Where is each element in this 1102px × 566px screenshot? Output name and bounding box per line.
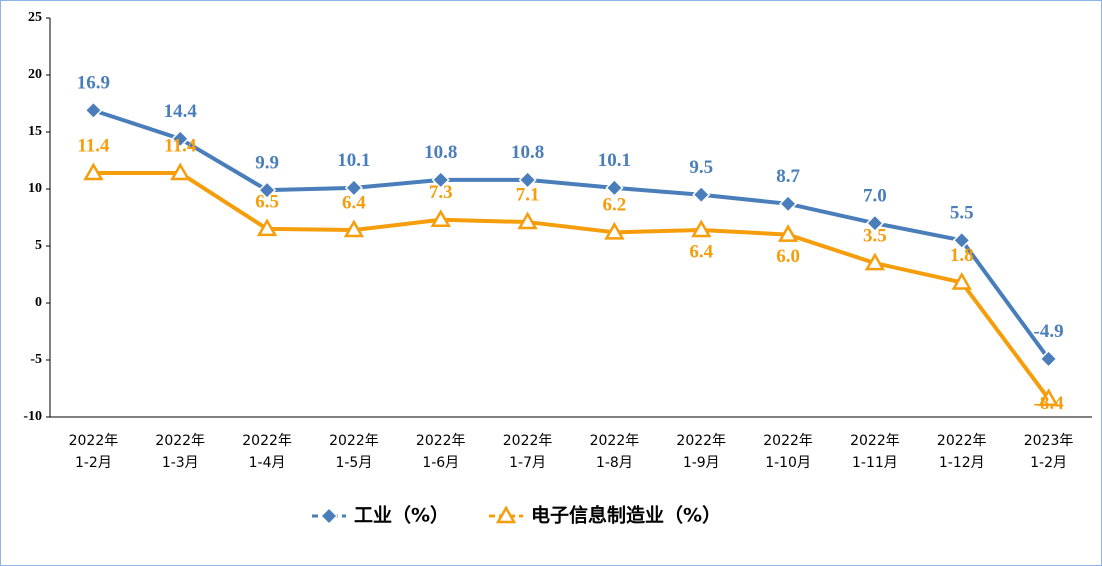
data-label: 1.8 [950, 245, 974, 266]
marker [951, 271, 972, 290]
marker [343, 219, 365, 238]
x-tick-label: 1-2月 [1030, 455, 1067, 471]
data-label: 6.0 [776, 246, 800, 267]
marker [495, 505, 517, 524]
data-label: 6.4 [689, 241, 713, 262]
marker [518, 170, 537, 189]
marker [431, 170, 450, 189]
x-tick-label: 1-3月 [162, 455, 199, 471]
x-tick-label: 1-10月 [765, 455, 811, 471]
legend-label: 工业（%） [354, 504, 449, 527]
x-tick-label: 2022年 [69, 433, 119, 449]
marker [604, 221, 625, 240]
marker [170, 162, 191, 181]
data-label: 11.4 [164, 135, 197, 156]
series-line [92, 108, 1051, 361]
marker [430, 209, 451, 228]
marker [864, 252, 886, 271]
y-tick-label: 20 [28, 67, 42, 82]
data-label: 9.5 [689, 157, 713, 178]
x-tick-label: 1-11月 [852, 455, 898, 471]
x-tick-label: 2022年 [763, 433, 813, 449]
y-tick-label: -5 [30, 352, 42, 367]
x-tick-label: 1-12月 [939, 455, 985, 471]
x-tick-label: 2022年 [155, 433, 205, 449]
data-label: 10.1 [598, 150, 631, 171]
marker [258, 181, 277, 200]
marker [319, 506, 339, 526]
marker [952, 231, 971, 250]
data-label: 7.0 [863, 186, 887, 207]
data-label: 7.3 [429, 182, 453, 203]
marker [84, 101, 103, 120]
x-tick-label: 2022年 [416, 433, 466, 449]
x-tick-label: 2023年 [1024, 433, 1074, 449]
data-label: 6.5 [255, 191, 279, 212]
x-tick-label: 1-9月 [683, 455, 720, 471]
data-label: 11.4 [77, 135, 110, 156]
x-tick-label: 1-6月 [422, 455, 459, 471]
x-tick-label: 2022年 [329, 433, 379, 449]
marker [517, 211, 538, 230]
data-label: 10.1 [337, 150, 370, 171]
marker [865, 214, 884, 233]
marker [779, 194, 798, 213]
y-tick-label: 5 [35, 238, 42, 253]
marker [171, 129, 190, 148]
legend-label: 电子信息制造业（%） [531, 504, 721, 527]
data-label: 10.8 [424, 142, 457, 163]
data-label: 6.4 [342, 192, 366, 213]
marker [256, 218, 278, 237]
x-tick-label: 1-5月 [335, 455, 372, 471]
y-tick-label: 10 [28, 181, 42, 196]
data-label: 6.2 [603, 195, 627, 216]
marker [691, 219, 712, 238]
y-tick-label: -10 [23, 409, 42, 424]
x-tick-label: 1-2月 [75, 455, 112, 471]
data-label: -8.4 [1034, 393, 1065, 414]
x-tick-label: 2022年 [676, 433, 726, 449]
data-label: 8.7 [776, 166, 800, 187]
data-label: 3.5 [863, 225, 887, 246]
y-tick-label: 25 [28, 10, 42, 25]
x-tick-label: 1-8月 [596, 455, 633, 471]
data-label: 10.8 [511, 142, 544, 163]
y-tick-label: 0 [35, 295, 42, 310]
marker [777, 224, 799, 242]
marker [1038, 388, 1059, 407]
data-label: 16.9 [77, 73, 110, 94]
series-line [93, 171, 1051, 400]
data-label: -4.9 [1034, 321, 1064, 342]
marker [344, 178, 363, 197]
x-tick-label: 2022年 [242, 433, 292, 449]
x-tick-label: 1-4月 [249, 455, 286, 471]
marker [1039, 349, 1058, 368]
y-tick-label: 15 [28, 124, 42, 139]
marker [83, 162, 104, 181]
x-tick-label: 2022年 [590, 433, 640, 449]
marker [692, 185, 711, 204]
data-label: 7.1 [516, 184, 540, 205]
data-label: 9.9 [255, 152, 279, 173]
x-tick-label: 2022年 [937, 433, 987, 449]
x-tick-label: 2022年 [503, 433, 553, 449]
data-label: 14.4 [164, 101, 198, 122]
data-label: 5.5 [950, 203, 974, 224]
marker [605, 178, 624, 197]
x-tick-label: 2022年 [850, 433, 900, 449]
x-tick-label: 1-7月 [509, 455, 546, 471]
